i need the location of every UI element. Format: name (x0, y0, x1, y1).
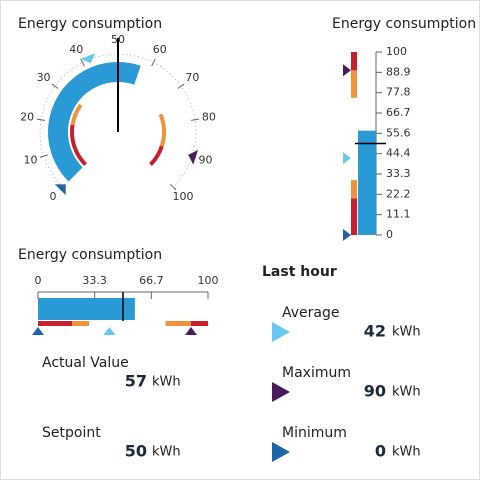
item-value: 0 (375, 442, 386, 461)
tick-label: 0 (49, 190, 56, 203)
tick-mark (151, 58, 156, 67)
item-label: Average (282, 305, 340, 321)
item-label: Maximum (282, 365, 351, 381)
range (72, 321, 89, 326)
gauge-title: Energy consumption (18, 247, 162, 263)
marker (343, 229, 351, 241)
value-bar (358, 130, 376, 235)
tick-label: 100 (173, 190, 194, 203)
range (69, 124, 87, 166)
range (38, 321, 72, 326)
marker (185, 327, 197, 335)
panel-title: Last hour (262, 264, 337, 280)
range (70, 103, 83, 126)
range (351, 198, 357, 235)
tick-label: 77.8 (386, 86, 411, 99)
tick-mark (169, 183, 177, 191)
tick-mark (80, 58, 85, 67)
item-icon (272, 322, 290, 342)
tick-label: 20 (20, 111, 34, 124)
gauge-title: Energy consumption (18, 16, 162, 32)
setpoint-value: 50 (125, 442, 147, 461)
tick-label: 55.6 (386, 126, 411, 139)
marker (188, 149, 199, 165)
tick-label: 30 (37, 71, 51, 84)
item-value: 42 (364, 322, 386, 341)
marker (343, 152, 351, 165)
gauge-title: Energy consumption (332, 16, 476, 32)
marker (32, 327, 44, 335)
tick-label: 11.1 (386, 208, 411, 221)
tick-label: 88.9 (386, 65, 411, 78)
tick-label: 22.2 (386, 187, 411, 200)
actual-label: Actual Value (42, 355, 129, 371)
value-bar (38, 298, 135, 320)
unit: kWh (152, 375, 181, 390)
item-value: 90 (364, 382, 386, 401)
unit: kWh (392, 445, 421, 460)
range (165, 321, 191, 326)
range (351, 52, 357, 71)
tick-label: 80 (202, 111, 216, 124)
tick-label: 44.4 (386, 147, 411, 160)
tick-mark (191, 118, 200, 121)
tick-mark (51, 83, 59, 89)
item-icon (272, 442, 290, 462)
value-bar (47, 62, 141, 182)
item-label: Minimum (282, 425, 347, 441)
item-icon (272, 382, 290, 402)
tick-mark (39, 154, 48, 158)
tick-label: 10 (24, 153, 38, 166)
unit: kWh (392, 325, 421, 340)
range (158, 113, 167, 147)
unit: kWh (152, 445, 181, 460)
tick-label: 0 (35, 274, 42, 287)
tick-label: 66.7 (139, 274, 164, 287)
tick-label: 70 (185, 71, 199, 84)
range (351, 70, 357, 98)
tick-label: 100 (386, 45, 407, 58)
range (149, 145, 164, 166)
unit: kWh (392, 385, 421, 400)
tick-label: 100 (198, 274, 219, 287)
range (191, 321, 208, 326)
scale-arc (39, 53, 197, 188)
tick-mark (177, 83, 185, 89)
tick-label: 60 (153, 43, 167, 56)
tick-label: 33.3 (386, 167, 411, 180)
marker (343, 64, 351, 77)
range (351, 180, 357, 199)
tick-label: 33.3 (82, 274, 107, 287)
tick-mark (36, 118, 45, 121)
tick-label: 66.7 (386, 106, 411, 119)
setpoint-label: Setpoint (42, 425, 101, 441)
marker (103, 327, 116, 335)
tick-label: 0 (386, 228, 393, 241)
tick-label: 40 (69, 43, 83, 56)
marker (54, 184, 66, 196)
tick-label: 90 (198, 153, 212, 166)
actual-value: 57 (125, 372, 147, 391)
marker (80, 53, 96, 64)
